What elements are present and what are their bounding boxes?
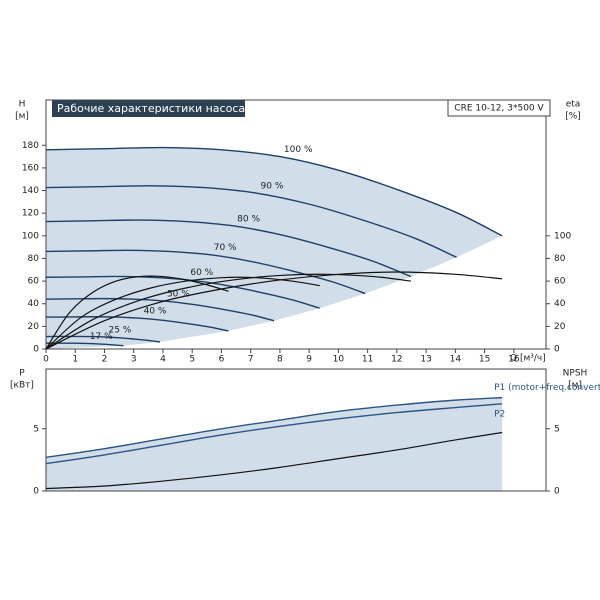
series-line (45, 146, 503, 237)
x-axis-label: Q [м³/ч] (510, 354, 546, 364)
series-label: 100 % (284, 145, 313, 155)
y-tick-label: 80 (28, 254, 40, 264)
y-tick-label: 20 (28, 322, 40, 332)
title-box (52, 100, 245, 117)
x-tick-label: 5 (189, 355, 195, 365)
y-tick-label: 120 (22, 209, 39, 219)
y2-tick-label: 100 (554, 231, 571, 241)
y2-tick-label: 20 (554, 322, 566, 332)
x-tick-label: 9 (306, 355, 312, 365)
series-label: P1 (motor+freq.converter) (494, 383, 600, 393)
x-tick-label: 13 (420, 355, 431, 365)
x-tick-label: 8 (277, 355, 283, 365)
y2-tick-label: 60 (554, 277, 566, 287)
series-label: 60 % (190, 268, 213, 278)
x-tick-label: 14 (450, 355, 462, 365)
series-line (45, 185, 457, 258)
series-line (45, 316, 229, 332)
series-label: 70 % (214, 243, 237, 253)
x-tick-label: 6 (219, 355, 225, 365)
y2-axis-unit: [м] (568, 381, 582, 391)
x-tick-label: 0 (43, 355, 49, 365)
y-tick-label: 5 (33, 424, 39, 434)
x-tick-label: 7 (248, 355, 254, 365)
y-tick-label: 140 (22, 186, 39, 196)
series-line (45, 403, 503, 465)
x-tick-label: 16 (508, 355, 520, 365)
series-label: 90 % (261, 182, 284, 192)
y-tick-label: 180 (22, 141, 39, 151)
secondary-line (45, 275, 229, 350)
y-axis-unit: [кВт] (10, 381, 34, 391)
model-label: CRE 10-12, 3*500 V (454, 104, 544, 114)
series-label: P2 (494, 409, 505, 419)
y-axis-unit: [м] (15, 112, 29, 122)
secondary-line (45, 273, 411, 350)
model-box (447, 99, 551, 117)
y-axis-label: H (19, 100, 26, 110)
series-line (45, 396, 503, 459)
y-tick-label: 60 (28, 277, 40, 287)
y2-tick-label: 80 (554, 254, 566, 264)
x-tick-label: 15 (479, 355, 490, 365)
y-tick-label: 160 (22, 163, 39, 173)
x-tick-label: 11 (362, 355, 373, 365)
series-label: 40 % (144, 307, 167, 317)
plot-frame (45, 99, 547, 350)
x-tick-label: 3 (131, 355, 137, 365)
series-line (45, 249, 366, 295)
series-label: 17 % (90, 332, 113, 342)
y-axis-label: P (19, 369, 25, 379)
secondary-line (45, 431, 503, 490)
series-line (45, 219, 412, 278)
plot-frame (45, 368, 547, 492)
x-tick-label: 1 (72, 355, 78, 365)
y-tick-label: 0 (33, 345, 39, 355)
x-tick-label: 10 (333, 355, 345, 365)
y-tick-label: 40 (28, 299, 40, 309)
operating-range (46, 397, 503, 491)
y2-tick-label: 40 (554, 299, 566, 309)
x-tick-label: 2 (102, 355, 108, 365)
y2-axis-unit: [%] (565, 112, 581, 122)
series-label: 50 % (167, 289, 190, 299)
y-tick-label: 100 (22, 231, 39, 241)
series-line (46, 342, 124, 347)
series-label: 25 % (108, 326, 131, 336)
y2-tick-label: 0 (554, 487, 560, 497)
y2-tick-label: 5 (554, 424, 560, 434)
operating-range (46, 147, 503, 349)
shading-layer (46, 147, 503, 491)
y2-axis-label: NPSH (563, 369, 588, 379)
secondary-line (45, 276, 320, 350)
y-tick-label: 0 (33, 487, 39, 497)
x-tick-label: 12 (391, 355, 402, 365)
y2-axis-label: eta (566, 100, 581, 110)
y2-tick-label: 0 (554, 345, 560, 355)
series-label: 80 % (237, 214, 260, 224)
chart-title: Рабочие характеристики насоса (57, 102, 245, 115)
x-tick-label: 4 (160, 355, 166, 365)
